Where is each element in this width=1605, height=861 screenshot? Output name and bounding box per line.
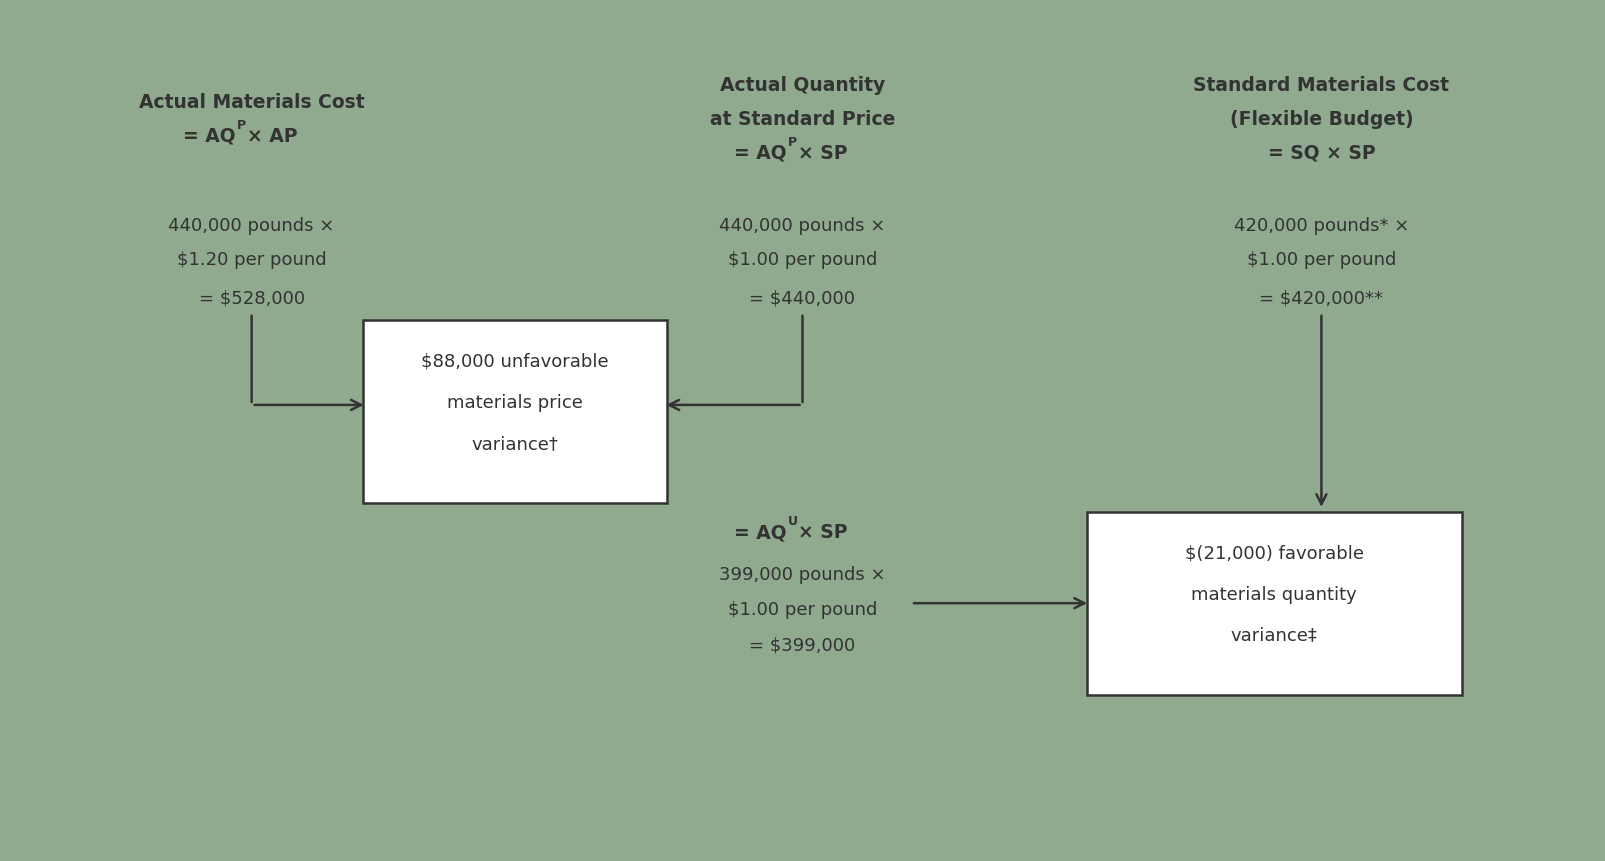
Text: 440,000 pounds ×: 440,000 pounds × [719,217,886,235]
Text: = $399,000: = $399,000 [750,636,855,654]
Text: (Flexible Budget): (Flexible Budget) [1229,109,1414,129]
Text: = $420,000**: = $420,000** [1260,289,1384,307]
FancyBboxPatch shape [1087,511,1462,695]
Text: materials price: materials price [448,393,583,412]
Text: Standard Materials Cost: Standard Materials Cost [1194,76,1449,95]
Text: $88,000 unfavorable: $88,000 unfavorable [421,353,608,371]
Text: 399,000 pounds ×: 399,000 pounds × [719,567,886,585]
Text: × SP: × SP [798,523,847,542]
Text: = SQ × SP: = SQ × SP [1268,144,1375,163]
Text: × SP: × SP [798,144,847,163]
Text: P: P [788,136,798,149]
Text: = AQ: = AQ [733,144,786,163]
Text: = $440,000: = $440,000 [750,289,855,307]
Text: $1.00 per pound: $1.00 per pound [1247,251,1396,269]
Text: = $528,000: = $528,000 [199,289,305,307]
Text: variance‡: variance‡ [1231,627,1318,645]
Text: P: P [238,119,247,132]
Text: $(21,000) favorable: $(21,000) favorable [1184,545,1364,563]
Text: U: U [788,515,798,529]
Text: $1.00 per pound: $1.00 per pound [727,251,878,269]
Text: $1.00 per pound: $1.00 per pound [727,601,878,618]
Text: Actual Materials Cost: Actual Materials Cost [140,93,364,112]
Text: 420,000 pounds* ×: 420,000 pounds* × [1234,217,1409,235]
Text: × AP: × AP [247,127,297,146]
Text: $1.20 per pound: $1.20 per pound [177,251,326,269]
Text: materials quantity: materials quantity [1191,585,1358,604]
Text: variance†: variance† [472,435,559,453]
Text: = AQ: = AQ [733,523,786,542]
FancyBboxPatch shape [363,319,666,503]
Text: at Standard Price: at Standard Price [709,109,896,129]
Text: 440,000 pounds ×: 440,000 pounds × [169,217,335,235]
Text: = AQ: = AQ [183,127,236,146]
Text: Actual Quantity: Actual Quantity [721,76,884,95]
